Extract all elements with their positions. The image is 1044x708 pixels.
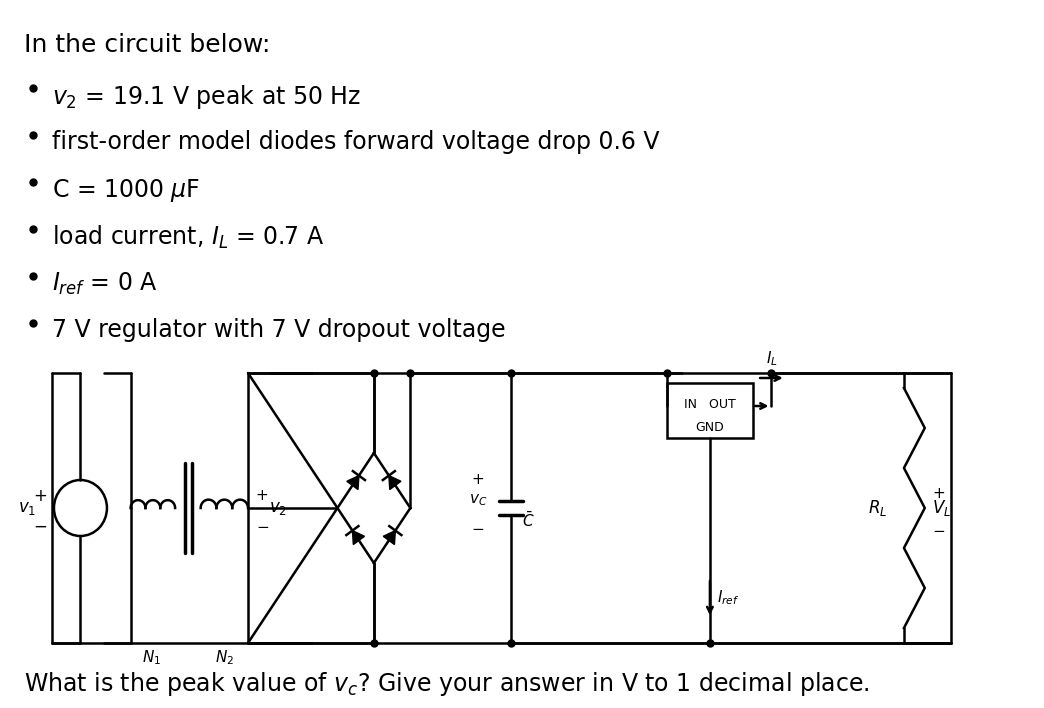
Text: $-$: $-$	[472, 520, 484, 535]
FancyBboxPatch shape	[667, 383, 753, 438]
Text: +: +	[932, 486, 945, 501]
Text: C = 1000 $\mu$F: C = 1000 $\mu$F	[52, 177, 200, 204]
Polygon shape	[353, 530, 364, 544]
Text: $I_L$: $I_L$	[765, 349, 778, 368]
Text: load current, $I_L$ = 0.7 A: load current, $I_L$ = 0.7 A	[52, 224, 324, 251]
Text: $-$: $-$	[932, 523, 946, 537]
Text: GND: GND	[695, 421, 725, 434]
Text: 7 V regulator with 7 V dropout voltage: 7 V regulator with 7 V dropout voltage	[52, 318, 505, 342]
Polygon shape	[388, 476, 401, 489]
Polygon shape	[383, 530, 396, 544]
Text: $v_C$: $v_C$	[469, 492, 488, 508]
Text: $-$: $-$	[256, 518, 268, 534]
Text: $R_L$: $R_L$	[868, 498, 887, 518]
Text: +: +	[33, 487, 47, 505]
Text: $-$: $-$	[33, 517, 47, 535]
Text: $N_1$: $N_1$	[142, 648, 161, 667]
Text: +: +	[256, 489, 268, 503]
Text: In the circuit below:: In the circuit below:	[24, 33, 270, 57]
Text: $v_2$: $v_2$	[268, 499, 287, 517]
Text: What is the peak value of $v_c$? Give your answer in V to 1 decimal place.: What is the peak value of $v_c$? Give yo…	[24, 670, 870, 698]
Text: $N_2$: $N_2$	[215, 648, 234, 667]
Text: +: +	[472, 472, 484, 488]
Text: $\bar{C}$: $\bar{C}$	[522, 510, 536, 530]
Text: IN   OUT: IN OUT	[684, 398, 736, 411]
Text: $v_2$ = 19.1 V peak at 50 Hz: $v_2$ = 19.1 V peak at 50 Hz	[52, 83, 361, 111]
Polygon shape	[347, 476, 359, 489]
Text: $v_1$: $v_1$	[18, 499, 35, 517]
Text: first-order model diodes forward voltage drop 0.6 V: first-order model diodes forward voltage…	[52, 130, 660, 154]
Text: $V_L$: $V_L$	[932, 498, 951, 518]
Text: $I_{ref}$: $I_{ref}$	[717, 588, 740, 607]
Text: $I_{ref}$ = 0 A: $I_{ref}$ = 0 A	[52, 271, 158, 297]
